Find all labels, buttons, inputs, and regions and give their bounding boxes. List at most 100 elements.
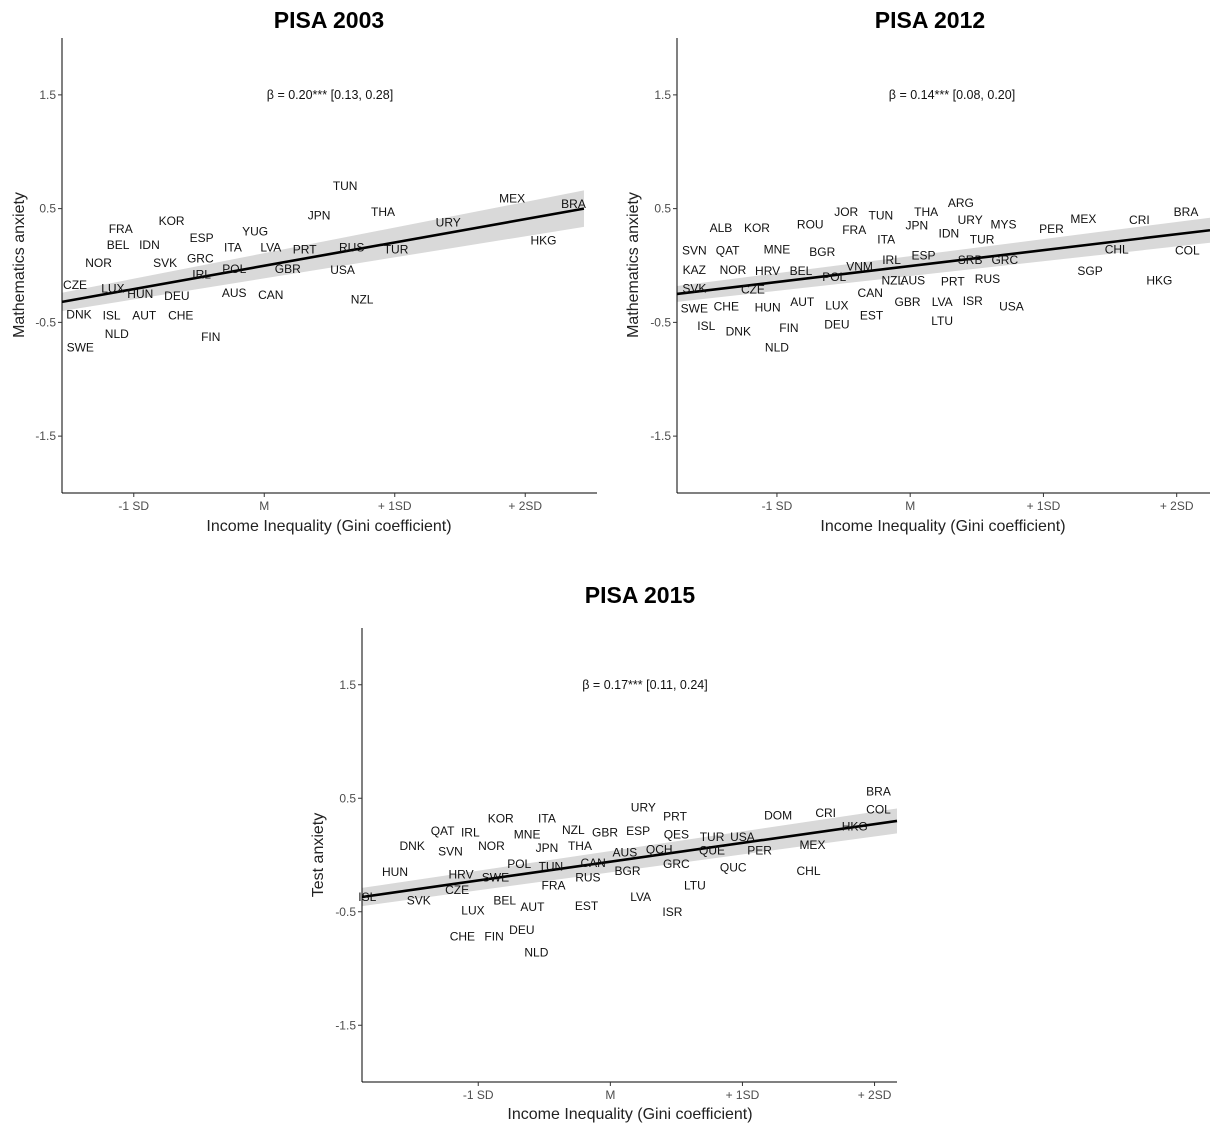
- country-label: LVA: [260, 240, 281, 254]
- country-label: SRB: [958, 253, 983, 267]
- country-label: GRC: [991, 253, 1018, 267]
- country-label: SWE: [67, 340, 94, 354]
- country-label: SVN: [682, 244, 707, 258]
- country-label: AUS: [901, 273, 926, 287]
- country-label: FRA: [109, 222, 133, 236]
- beta-annotation: β = 0.17*** [0.11, 0.24]: [582, 678, 707, 692]
- country-label: BGR: [809, 245, 835, 259]
- country-label: USA: [999, 299, 1024, 313]
- x-axis-label: Income Inequality (Gini coefficient): [206, 518, 451, 535]
- country-label: MEX: [799, 838, 825, 852]
- y-tick-label: -0.5: [335, 905, 356, 919]
- y-tick-label: 0.5: [654, 202, 671, 216]
- country-label: CHE: [168, 309, 193, 323]
- country-label: SWE: [681, 302, 708, 316]
- country-label: JPN: [536, 841, 559, 855]
- country-label: GBR: [592, 825, 618, 839]
- country-label: MYS: [990, 218, 1016, 232]
- country-label: BGR: [615, 864, 641, 878]
- country-label: POL: [507, 857, 531, 871]
- regression-line: [361, 819, 898, 899]
- x-axis-label: Income Inequality (Gini coefficient): [507, 1106, 752, 1123]
- country-label: GRC: [663, 857, 690, 871]
- country-label: MNE: [514, 828, 541, 842]
- country-label: RUS: [339, 240, 364, 254]
- country-label: NOR: [478, 839, 505, 853]
- country-label: COL: [866, 803, 891, 817]
- country-label: VNM: [846, 260, 873, 274]
- beta-annotation: β = 0.20*** [0.13, 0.28]: [267, 88, 393, 102]
- country-label: FIN: [779, 321, 798, 335]
- country-label: THA: [371, 205, 395, 219]
- country-label: DOM: [764, 808, 792, 822]
- country-label: POL: [222, 262, 246, 276]
- country-label: ITA: [538, 812, 556, 826]
- country-label: IDN: [139, 238, 160, 252]
- country-label: GBR: [895, 295, 921, 309]
- country-label: ESP: [626, 824, 650, 838]
- country-label: COL: [1175, 244, 1200, 258]
- country-label: CAN: [858, 286, 883, 300]
- country-label: BEL: [493, 893, 516, 907]
- country-label: POL: [822, 270, 846, 284]
- country-label: TUR: [384, 243, 409, 257]
- x-tick-label: M: [259, 499, 269, 513]
- country-label: LVA: [932, 295, 953, 309]
- country-label: ESP: [190, 231, 214, 245]
- country-label: LUX: [825, 298, 848, 312]
- country-label: TUN: [333, 179, 358, 193]
- country-label: FIN: [484, 930, 503, 944]
- x-tick-label: + 2SD: [1160, 499, 1194, 513]
- confidence-band: [677, 217, 1210, 302]
- y-axis-label: Test anxiety: [310, 813, 327, 897]
- country-label: HUN: [382, 865, 408, 879]
- country-label: NZL: [882, 273, 905, 287]
- country-label: HRV: [755, 264, 780, 278]
- country-label: URY: [631, 800, 656, 814]
- y-tick-label: 1.5: [39, 88, 56, 102]
- y-tick-label: 0.5: [339, 791, 356, 805]
- country-label: IRL: [461, 825, 480, 839]
- country-label: CAN: [258, 288, 283, 302]
- x-tick-label: + 1SD: [1027, 499, 1061, 513]
- country-label: EST: [860, 309, 884, 323]
- y-tick-label: -0.5: [35, 315, 56, 329]
- country-label: HUN: [127, 287, 153, 301]
- country-label: FRA: [842, 223, 866, 237]
- country-label: AUT: [790, 295, 815, 309]
- country-label: ALB: [710, 221, 733, 235]
- country-label: HKG: [530, 233, 556, 247]
- panel-pisa-2012: PISA 2012 Income Inequality (Gini coeffi…: [625, 7, 1210, 535]
- country-label: USA: [330, 263, 355, 277]
- country-label: RUS: [575, 871, 600, 885]
- y-axis-label: Mathematics anxiety: [11, 192, 28, 338]
- country-label: LUX: [461, 904, 484, 918]
- country-label: LVA: [630, 890, 651, 904]
- country-label: QCH: [646, 842, 673, 856]
- country-label: PER: [1039, 222, 1064, 236]
- country-label: HUN: [755, 301, 781, 315]
- country-label: HKG: [842, 820, 868, 834]
- x-tick-label: M: [905, 499, 915, 513]
- country-label: CZE: [445, 883, 469, 897]
- country-label: IRL: [882, 253, 901, 267]
- country-label: BRA: [561, 197, 586, 211]
- country-label: PRT: [941, 274, 965, 288]
- y-tick-label: -0.5: [650, 315, 671, 329]
- country-label: LTU: [684, 879, 706, 893]
- confidence-band: [362, 808, 897, 907]
- country-label: NZL: [562, 823, 585, 837]
- country-label: KOR: [488, 812, 514, 826]
- country-label: TUN: [869, 208, 894, 222]
- y-tick-label: -1.5: [650, 429, 671, 443]
- panel-title: PISA 2015: [585, 582, 696, 608]
- country-label: SVK: [407, 893, 431, 907]
- country-label: ISL: [103, 309, 121, 323]
- country-label: HRV: [449, 867, 474, 881]
- country-label: DNK: [400, 839, 425, 853]
- country-label: JPN: [308, 208, 331, 222]
- country-label: PRT: [293, 243, 317, 257]
- country-label: NLD: [765, 340, 789, 354]
- country-label: TUR: [700, 830, 725, 844]
